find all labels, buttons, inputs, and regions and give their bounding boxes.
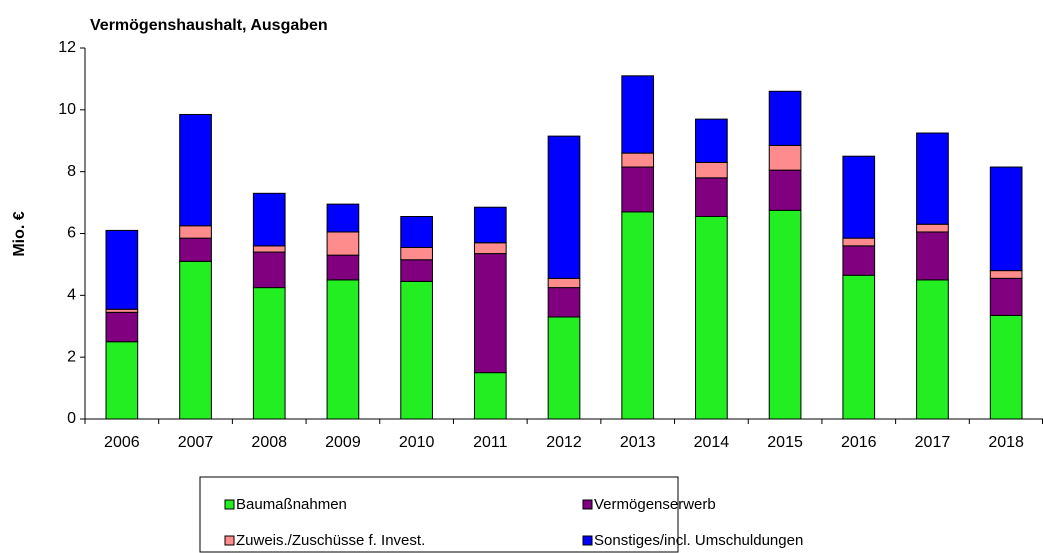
bar-segment [768, 90, 802, 146]
bar-segment [105, 311, 139, 343]
bar-segment [768, 169, 802, 211]
bar-segment [768, 144, 802, 171]
bar-segment [326, 203, 360, 233]
bar-segment [621, 166, 655, 213]
bar-segment [179, 237, 212, 262]
bar-segment [400, 259, 433, 282]
x-tick-label: 2015 [767, 434, 803, 451]
x-tick-label: 2011 [473, 434, 508, 451]
bar-segment [326, 279, 360, 420]
bar-segment [326, 231, 360, 256]
x-tick-label: 2013 [620, 434, 656, 451]
bar-segment [842, 155, 876, 239]
legend-box [199, 476, 679, 553]
bar-segment [989, 314, 1023, 420]
bar-segment [621, 211, 655, 420]
bar-segment [179, 225, 212, 239]
x-tick-label: 2012 [546, 434, 582, 451]
x-tick-label: 2009 [325, 434, 361, 451]
bar-segment [695, 215, 728, 420]
legend-label: Sonstiges/incl. Umschuldungen [594, 532, 803, 549]
legend-label: Baumaßnahmen [236, 496, 347, 513]
y-tick-label: 12 [58, 39, 76, 56]
bar-segment [252, 287, 286, 420]
legend-swatch [224, 499, 235, 510]
bar-segment [473, 253, 507, 374]
bar-segment [473, 206, 507, 244]
bar-segment [179, 113, 212, 227]
bar-segment [842, 237, 876, 247]
x-tick-label: 2007 [178, 434, 214, 451]
bar-segment [989, 277, 1023, 316]
y-tick-label: 2 [67, 348, 76, 365]
legend-label: Zuweis./Zuschüsse f. Invest. [236, 532, 425, 549]
bar-segment [105, 229, 139, 310]
bar-segment [916, 231, 949, 281]
legend-swatch [582, 535, 593, 546]
y-axis-label: Mio. € [11, 211, 28, 256]
bar-segment [400, 215, 433, 248]
bar-segment [105, 341, 139, 420]
x-tick-label: 2006 [104, 434, 140, 451]
bar-segment [695, 177, 728, 217]
bar-segment [326, 254, 360, 281]
legend-label: Vermögenserwerb [594, 496, 716, 513]
bar-segment [695, 118, 728, 163]
bar-segment [473, 242, 507, 255]
bar-segment [989, 270, 1023, 279]
bar-segment [252, 251, 286, 289]
bar-segment [695, 161, 728, 179]
bar-segment [547, 135, 581, 279]
bar-segment [989, 166, 1023, 272]
x-tick-label: 2017 [915, 434, 951, 451]
bar-segment [916, 223, 949, 233]
x-tick-label: 2016 [841, 434, 877, 451]
bar-segment [842, 274, 876, 420]
x-tick-label: 2010 [399, 434, 435, 451]
chart-title: Vermögenshaushalt, Ausgaben [90, 17, 328, 34]
bar-segment [252, 245, 286, 253]
bar-segment [252, 192, 286, 247]
bar-segment [547, 316, 581, 420]
y-tick-label: 4 [67, 287, 76, 304]
bar-segment [547, 287, 581, 318]
bar-segment [179, 260, 212, 420]
bar-segment [768, 209, 802, 420]
bar-segment [842, 245, 876, 276]
y-tick-label: 10 [58, 101, 76, 118]
bar-segment [473, 372, 507, 420]
bar-segment [916, 132, 949, 225]
x-tick-label: 2018 [988, 434, 1024, 451]
bar-segment [621, 152, 655, 168]
bar-segment [400, 246, 433, 261]
y-tick-label: 8 [67, 163, 76, 180]
y-tick-label: 0 [67, 410, 76, 427]
x-tick-label: 2014 [694, 434, 730, 451]
legend-swatch [582, 499, 593, 510]
bar-segment [621, 75, 655, 154]
x-tick-label: 2008 [251, 434, 287, 451]
bar-segment [916, 279, 949, 420]
bar-segment [400, 280, 433, 420]
bar-segment [547, 277, 581, 289]
legend-swatch [224, 535, 235, 546]
y-tick-label: 6 [67, 225, 76, 242]
